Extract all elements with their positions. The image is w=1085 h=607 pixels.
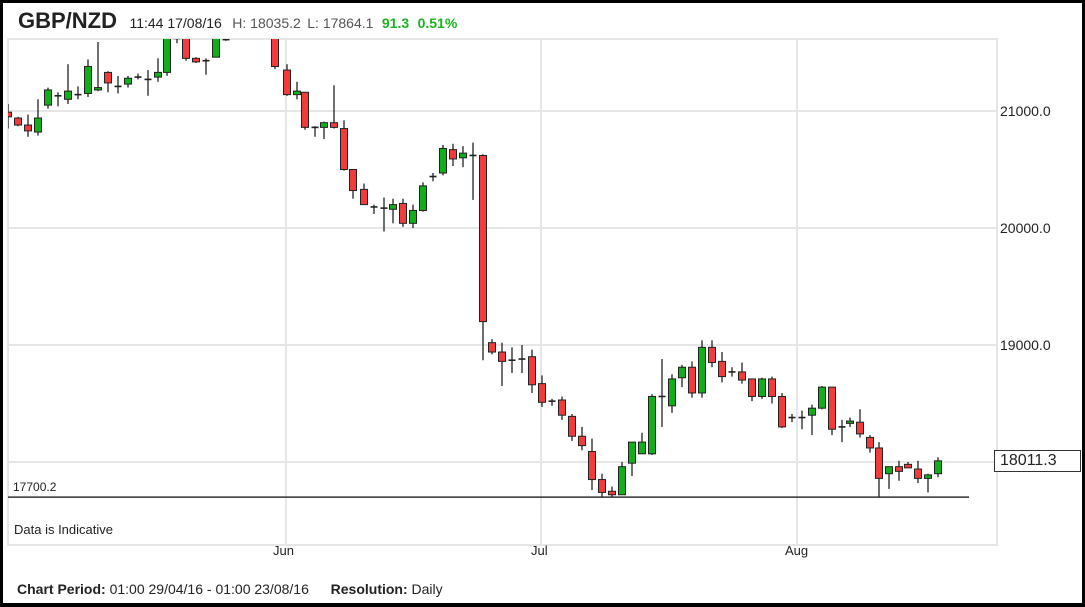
candles — [8, 39, 942, 498]
min-line-label: 17700.2 — [13, 480, 57, 494]
resolution-value: Daily — [411, 581, 443, 597]
y-axis-label-19000: 19000.0 — [1000, 337, 1051, 353]
y-axis-label-20000: 20000.0 — [1000, 220, 1051, 236]
session-low: L: 17864.1 — [307, 15, 374, 31]
session-high: H: 18035.2 — [232, 15, 301, 31]
resolution-label: Resolution: — [330, 581, 408, 597]
quote-timestamp: 11:44 17/08/16 — [129, 15, 222, 31]
x-axis-label-aug: Aug — [785, 543, 809, 558]
last-price-marker: 18011.3 — [994, 450, 1081, 472]
grid-lines — [7, 38, 998, 546]
chart-period-label: Chart Period: — [17, 581, 106, 597]
chart-header: GBP/NZD 11:44 17/08/16 H: 18035.2 L: 178… — [18, 8, 457, 34]
price-change-percent: 0.51% — [417, 15, 458, 31]
price-change: 91.3 — [381, 15, 410, 31]
chart-period-value: 01:00 29/04/16 - 01:00 23/08/16 — [109, 581, 309, 597]
instrument-symbol: GBP/NZD — [18, 8, 117, 33]
data-disclaimer: Data is Indicative — [14, 522, 113, 537]
x-axis-label-jun: Jun — [273, 543, 294, 558]
x-axis-label-jul: Jul — [531, 543, 548, 558]
y-axis-label-21000: 21000.0 — [1000, 103, 1051, 119]
chart-footer: Chart Period: 01:00 29/04/16 - 01:00 23/… — [17, 581, 443, 597]
